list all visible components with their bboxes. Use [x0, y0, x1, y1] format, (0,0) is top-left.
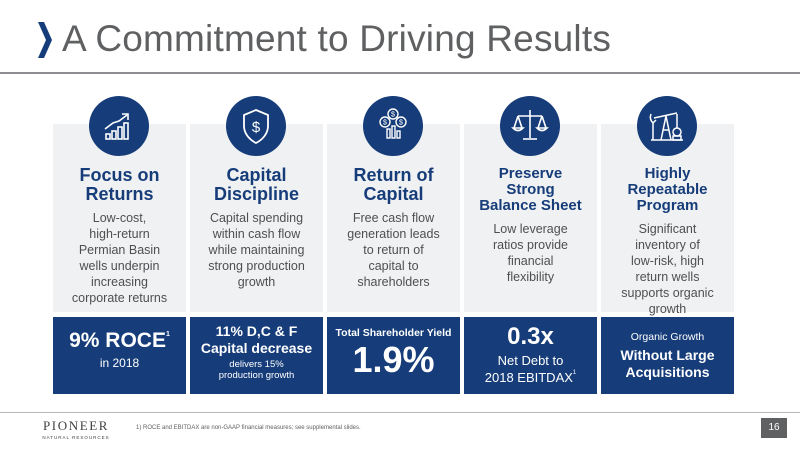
- description-line: Permian Basin: [78, 243, 161, 257]
- description-line: wells underpin: [79, 259, 160, 273]
- description-line: low-risk, high: [631, 254, 704, 268]
- description-line: inventory of: [635, 238, 700, 252]
- metric-line: 11% D,C & F: [215, 323, 298, 339]
- column-description: Low-cost, high-return Permian Basin well…: [57, 210, 182, 306]
- description-line: corporate returns: [71, 291, 168, 305]
- dollar-shield-icon: $: [226, 96, 286, 156]
- coins-bars-icon: $ $ $: [363, 96, 423, 156]
- description-line: shareholders: [357, 275, 430, 289]
- metric-box: Organic Growth Without Large Acquisition…: [601, 317, 734, 394]
- metric-value: Without Large Acquisitions: [601, 347, 734, 381]
- description-line: supports organic: [621, 286, 714, 300]
- metric-box: 0.3x Net Debt to 2018 EBITDAX1: [464, 317, 597, 394]
- heading-line: Returns: [85, 184, 154, 205]
- column-heading: Focus on Returns: [53, 165, 186, 205]
- heading-line: Capital: [363, 184, 424, 205]
- heading-line: Highly: [644, 165, 691, 182]
- slide-header: A Commitment to Driving Results: [0, 0, 800, 74]
- bar-chart-growth-icon: [89, 96, 149, 156]
- page-number: 16: [761, 418, 787, 438]
- description-line: to return of: [363, 243, 424, 257]
- description-line: growth: [648, 302, 687, 316]
- description-line: Capital spending: [209, 211, 304, 225]
- column-repeatable-program: Highly Repeatable Program Significant in…: [601, 96, 734, 394]
- description-line: generation leads: [347, 227, 440, 241]
- column-heading: Capital Discipline: [190, 165, 323, 205]
- metric-line: Acquisitions: [625, 363, 710, 380]
- metric-value: 0.3x: [507, 323, 554, 350]
- footnote-marker: 1: [572, 369, 577, 376]
- metric-box: 11% D,C & F Capital decrease delivers 15…: [190, 317, 323, 394]
- column-capital-discipline: $ Capital Discipline Capital spending wi…: [190, 96, 323, 394]
- description-line: Free cash flow: [352, 211, 435, 225]
- heading-line: Discipline: [213, 184, 300, 205]
- metric-caption: in 2018: [99, 356, 140, 370]
- description-line: capital to: [368, 259, 419, 273]
- description-line: Low-cost,: [92, 211, 147, 225]
- caption-text: 2018 EBITDAX: [484, 369, 573, 385]
- column-heading: Return of Capital: [327, 165, 460, 205]
- column-heading: Highly Repeatable Program: [601, 165, 734, 215]
- logo-wordmark: PIONEER: [42, 418, 110, 433]
- caption-line: production growth: [218, 369, 295, 381]
- description-line: Low leverage: [493, 222, 568, 236]
- company-logo: PIONEER NATURAL RESOURCES: [34, 418, 118, 440]
- metric-value: 11% D,C & F Capital decrease: [190, 323, 323, 357]
- column-preserve-balance-sheet: Preserve Strong Balance Sheet Low levera…: [464, 96, 597, 394]
- description-line: return wells: [635, 270, 700, 284]
- heading-line: Repeatable: [627, 181, 708, 199]
- metric-line: Without Large: [620, 347, 715, 363]
- heading-line: Return of: [353, 165, 434, 185]
- column-heading: Preserve Strong Balance Sheet: [464, 165, 597, 215]
- chevron-right-icon: [38, 22, 52, 58]
- caption-line: Net Debt to: [497, 353, 564, 368]
- heading-line: Program: [636, 197, 699, 215]
- column-description: Free cash flow generation leads to retur…: [331, 210, 456, 290]
- description-line: while maintaining: [208, 243, 305, 257]
- slide-title: A Commitment to Driving Results: [62, 18, 612, 59]
- column-description: Low leverage ratios provide financial fl…: [468, 221, 593, 285]
- heading-line: Preserve: [498, 165, 563, 182]
- footer-divider: [0, 412, 800, 413]
- caption-line: 2018 EBITDAX1: [464, 370, 597, 387]
- pump-jack-icon: [637, 96, 697, 156]
- caption-line: delivers 15%: [229, 358, 284, 370]
- column-description: Significant inventory of low-risk, high …: [605, 221, 730, 317]
- metric-caption: delivers 15% production growth: [190, 358, 323, 382]
- svg-text:$: $: [391, 112, 395, 119]
- column-description: Capital spending within cash flow while …: [194, 210, 319, 290]
- metric-text: 9% ROCE: [69, 329, 166, 352]
- description-line: increasing: [91, 275, 148, 289]
- description-line: Significant: [638, 222, 697, 236]
- description-line: high-return: [89, 227, 150, 241]
- metric-box: 9% ROCE1 in 2018: [53, 317, 186, 394]
- heading-line: Capital: [226, 165, 287, 185]
- description-line: financial: [507, 254, 554, 268]
- metric-label: Organic Growth: [630, 331, 705, 343]
- balance-scale-icon: [500, 96, 560, 156]
- metric-label: Total Shareholder Yield: [335, 327, 452, 339]
- heading-line: Focus on: [79, 165, 160, 185]
- metric-box: Total Shareholder Yield 1.9%: [327, 317, 460, 394]
- description-line: flexibility: [506, 270, 555, 284]
- description-line: strong production: [208, 259, 305, 273]
- heading-line: Balance Sheet: [479, 197, 582, 215]
- column-focus-on-returns: Focus on Returns Low-cost, high-return P…: [53, 96, 186, 394]
- metric-value: 9% ROCE1: [53, 329, 186, 353]
- metric-value: 1.9%: [352, 339, 435, 380]
- footnote-marker: 1: [165, 331, 170, 338]
- description-line: within cash flow: [212, 227, 301, 241]
- description-line: ratios provide: [492, 238, 569, 252]
- svg-text:$: $: [399, 120, 403, 127]
- logo-tagline: NATURAL RESOURCES: [42, 435, 110, 440]
- metric-line: Capital decrease: [200, 339, 313, 356]
- svg-text:$: $: [252, 119, 261, 136]
- footnote: 1) ROCE and EBITDAX are non-GAAP financi…: [136, 425, 361, 431]
- heading-line: Strong: [506, 181, 555, 199]
- metric-caption: Net Debt to 2018 EBITDAX1: [464, 353, 597, 387]
- title-divider: [0, 72, 800, 74]
- description-line: growth: [237, 275, 276, 289]
- svg-text:$: $: [383, 120, 387, 127]
- column-return-of-capital: $ $ $ Return of Capital Free cash flow g…: [327, 96, 460, 394]
